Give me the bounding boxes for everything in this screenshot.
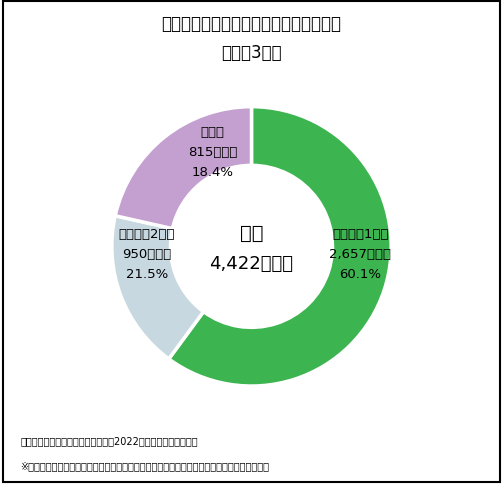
Text: ※データは単位未満で四捨五入しているため、合計と内訳の計が一致しない場合があります。: ※データは単位未満で四捨五入しているため、合計と内訳の計が一致しない場合がありま… [20,460,269,470]
Text: 資料：総務省統計局・経済産業省「2022年経済構造実態調査」: 資料：総務省統計局・経済産業省「2022年経済構造実態調査」 [20,436,198,446]
Text: 全国: 全国 [240,224,263,242]
Wedge shape [169,107,391,386]
Text: （令和3年）: （令和3年） [221,44,282,61]
Text: ＜うちわ、扇子（骨を含む）の出荷額＞: ＜うちわ、扇子（骨を含む）の出荷額＞ [161,15,342,32]
Wedge shape [115,107,252,229]
Text: 京都府（2位）
950百万円
21.5%: 京都府（2位） 950百万円 21.5% [119,227,175,280]
Text: その他
815百万円
18.4%: その他 815百万円 18.4% [188,126,237,179]
Wedge shape [112,216,204,359]
Text: 4,422百万円: 4,422百万円 [210,255,293,272]
Text: 香川県（1位）
2,657百万円
60.1%: 香川県（1位） 2,657百万円 60.1% [329,227,391,280]
